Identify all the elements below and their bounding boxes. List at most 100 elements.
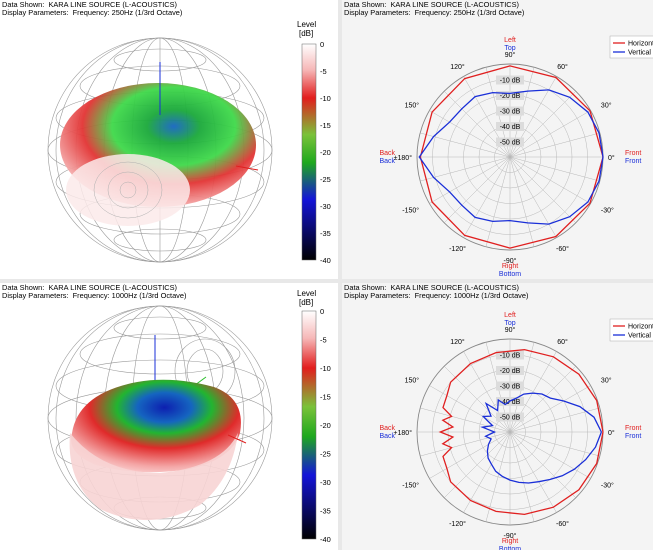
x-axis-line bbox=[235, 165, 259, 171]
level-ticks: 0 -5 -10 -15 -20 -25 -30 -35 -40 bbox=[320, 307, 331, 544]
polar-grid-spoke bbox=[485, 156, 511, 247]
polar-grid-spoke bbox=[509, 156, 576, 223]
legend-entry: Horizontal bbox=[628, 324, 653, 331]
polar-grid-spoke bbox=[509, 431, 576, 498]
level-tick-label: -15 bbox=[320, 393, 331, 402]
horizontal-splitter[interactable] bbox=[0, 279, 653, 283]
angle-tick-label: -90° bbox=[504, 257, 517, 265]
level-tick-label: 0 bbox=[320, 307, 324, 316]
radial-tick-label: -40 dB bbox=[500, 399, 521, 406]
polar-grid-spoke bbox=[420, 156, 511, 182]
polar-grid-spoke bbox=[463, 431, 511, 513]
radial-tick-label: -20 dB bbox=[500, 93, 521, 100]
level-tick-label: -35 bbox=[320, 507, 331, 516]
angle-tick-label: 60° bbox=[557, 63, 568, 71]
level-tick-label: -10 bbox=[320, 364, 331, 373]
level-tick-label: -30 bbox=[320, 478, 331, 487]
direction-label-right: Front bbox=[625, 158, 641, 165]
polar-grid-spoke bbox=[429, 156, 511, 204]
polar-grid-spoke bbox=[509, 156, 535, 247]
radial-tick-label: -50 dB bbox=[500, 415, 521, 422]
angle-tick-label: 150° bbox=[405, 102, 420, 110]
balloon-3d-plot[interactable]: Level [dB] 0 -5 -10 -15 -20 -25 -30 -35 -40 bbox=[0, 0, 338, 279]
angle-tick-label: -120° bbox=[449, 245, 466, 253]
legend-entry: Vertical bbox=[628, 50, 651, 57]
radial-tick-bg bbox=[496, 350, 524, 360]
level-unit: [dB] bbox=[299, 29, 313, 38]
radial-tick-bg bbox=[496, 122, 524, 131]
polar-grid-spoke bbox=[420, 132, 511, 158]
polar-grid-spoke bbox=[429, 110, 511, 158]
polar-grid-spoke bbox=[485, 431, 511, 522]
direction-label-top: Left bbox=[504, 312, 516, 319]
direction-label-left: Back bbox=[379, 158, 395, 165]
angle-tick-label: +180° bbox=[393, 429, 412, 437]
legend-entry: Vertical bbox=[628, 333, 651, 340]
level-title: Level bbox=[297, 20, 316, 29]
level-tick-label: -25 bbox=[320, 450, 331, 459]
polar-grid-spoke bbox=[509, 431, 600, 457]
level-tick-label: -30 bbox=[320, 202, 331, 211]
radial-tick-label: -20 dB bbox=[500, 368, 521, 375]
polar-grid-spoke bbox=[509, 132, 600, 158]
level-tick-label: -20 bbox=[320, 421, 331, 430]
direction-label-left: Back bbox=[379, 433, 395, 440]
angle-tick-label: 90° bbox=[505, 51, 516, 59]
polar-grid-spoke bbox=[509, 407, 600, 433]
panel-header: Data Shown: KARA LINE SOURCE (L-ACOUSTIC… bbox=[2, 283, 187, 301]
radial-tick-label: -10 dB bbox=[500, 353, 521, 360]
balloon-lower-lobe bbox=[69, 433, 238, 521]
polar-grid-spoke bbox=[509, 156, 591, 204]
angle-tick-label: 0° bbox=[608, 429, 615, 437]
radial-tick-label: -50 dB bbox=[500, 140, 521, 147]
x-axis-line bbox=[227, 434, 247, 444]
level-tick-label: -40 bbox=[320, 256, 331, 265]
panel-header: Data Shown: KARA LINE SOURCE (L-ACOUSTIC… bbox=[344, 283, 529, 301]
polar-grid-spoke bbox=[429, 431, 511, 479]
polar-plot[interactable]: -10 dB -20 dB -30 dB -40 dB -50 dB 0° 30° 60° 90… bbox=[342, 0, 653, 279]
angle-tick-label: 120° bbox=[450, 338, 465, 346]
level-tick-label: -5 bbox=[320, 336, 327, 345]
polar-panel-1000hz: Data Shown: KARA LINE SOURCE (L-ACOUSTIC… bbox=[342, 283, 653, 550]
level-tick-label: -10 bbox=[320, 94, 331, 103]
lobe-mesh bbox=[93, 161, 163, 219]
angle-tick-label: -150° bbox=[402, 207, 419, 215]
level-tick-label: -40 bbox=[320, 535, 331, 544]
vertical-splitter[interactable] bbox=[338, 0, 342, 550]
angle-tick-label: -150° bbox=[402, 482, 419, 490]
polar-grid-spoke bbox=[509, 385, 591, 433]
direction-label-top: Top bbox=[504, 320, 515, 327]
level-tick-label: -25 bbox=[320, 175, 331, 184]
direction-label-right: Front bbox=[625, 425, 641, 432]
direction-label-bottom: Right bbox=[502, 538, 518, 545]
radial-tick-label: -30 dB bbox=[500, 384, 521, 391]
radial-tick-bg bbox=[496, 91, 524, 100]
balloon-surface bbox=[71, 379, 241, 473]
polar-grid-spoke bbox=[429, 385, 511, 433]
series-line-vertical bbox=[480, 392, 603, 484]
angle-tick-label: 30° bbox=[601, 377, 612, 385]
polar-plot[interactable]: -10 dB -20 dB -30 dB -40 dB -50 dB 0° 30° 60° 90… bbox=[342, 283, 653, 550]
angle-tick-label: -90° bbox=[504, 532, 517, 540]
radial-tick-bg bbox=[496, 412, 524, 422]
angle-tick-label: -60° bbox=[556, 520, 569, 528]
level-tick-label: -15 bbox=[320, 121, 331, 130]
polar-grid-spoke bbox=[420, 431, 511, 457]
polar-grid-spoke bbox=[444, 431, 511, 498]
balloon-lower-lobe bbox=[66, 154, 190, 226]
polar-grid-spoke bbox=[509, 156, 557, 238]
direction-label-right: Front bbox=[625, 150, 641, 157]
direction-label-right: Front bbox=[625, 433, 641, 440]
balloon-3d-plot[interactable]: Level [dB] 0 -5 -10 -15 -20 -25 -30 -35 -40 bbox=[0, 283, 338, 550]
direction-label-left: Back bbox=[379, 150, 395, 157]
panel-header: Data Shown: KARA LINE SOURCE (L-ACOUSTIC… bbox=[2, 0, 183, 18]
polar-grid-spoke bbox=[509, 431, 535, 522]
angle-tick-label: 0° bbox=[608, 154, 615, 162]
level-tick-label: -35 bbox=[320, 229, 331, 238]
polar-grid-spoke bbox=[463, 156, 511, 238]
panel-header: Data Shown: KARA LINE SOURCE (L-ACOUSTIC… bbox=[344, 0, 525, 18]
angle-tick-label: 120° bbox=[450, 63, 465, 71]
radial-tick-bg bbox=[496, 381, 524, 391]
direction-label-top: Top bbox=[504, 45, 515, 52]
polar-grid-spoke bbox=[509, 431, 557, 513]
